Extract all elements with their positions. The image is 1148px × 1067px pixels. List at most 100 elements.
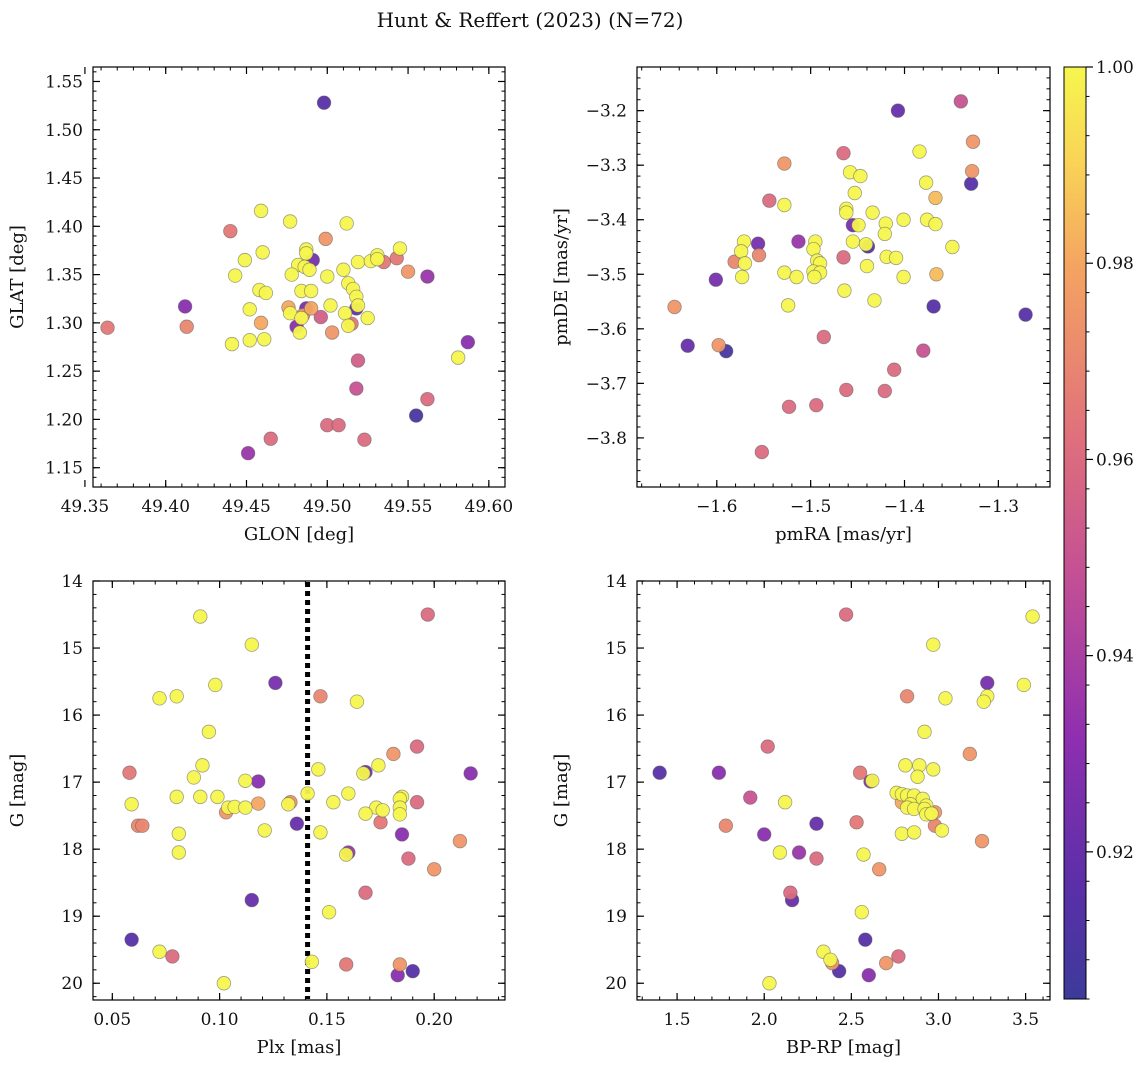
colorbar-tick-label: 1.00: [1096, 58, 1134, 78]
scatter-point: [100, 320, 115, 335]
plot-frame: [636, 580, 1051, 1001]
scatter-point: [336, 262, 351, 277]
scatter-point: [135, 818, 150, 833]
x-tick-label: 2.0: [751, 1010, 778, 1030]
scatter-point: [877, 383, 893, 399]
scatter-point: [838, 607, 854, 622]
y-tick-label: 1.30: [45, 314, 83, 334]
scatter-point: [847, 185, 862, 201]
scatter-point: [371, 758, 386, 773]
scatter-point: [789, 269, 804, 285]
colorbar-tick-label: 0.96: [1096, 450, 1134, 470]
y-tick-label: 1.20: [45, 410, 83, 430]
x-axis-label: BP-RP [mag]: [786, 1037, 901, 1058]
scatter-point: [299, 246, 314, 261]
scatter-point: [401, 851, 416, 866]
plot-frame: [636, 66, 1051, 488]
scatter-point: [823, 952, 838, 967]
scatter-point: [392, 241, 408, 256]
scatter-point: [420, 607, 435, 622]
scatter-point: [791, 845, 807, 860]
scatter-point: [733, 244, 749, 259]
scatter-point: [918, 175, 934, 190]
scatter-point: [836, 145, 851, 161]
scatter-point: [945, 239, 960, 255]
scatter-point: [300, 786, 315, 801]
scatter-point: [284, 267, 299, 282]
scatter-point: [186, 770, 202, 785]
plot-frame: [92, 66, 506, 488]
y-tick-label: −3.3: [586, 156, 627, 176]
y-tick-label: 18: [605, 840, 627, 860]
scatter-point: [392, 807, 408, 822]
scatter-point: [224, 336, 240, 352]
y-tick-label: 1.45: [45, 169, 83, 189]
scatter-point: [152, 944, 167, 959]
scatter-point: [426, 862, 442, 877]
scatter-point: [652, 765, 667, 780]
panel-cmd-color: 1.5 2.0 2.5 3.0 3.5 14 15 16 17 18 19 20 BP-RP [mag]…: [551, 572, 1051, 1058]
scatter-point: [339, 216, 354, 231]
scatter-point: [711, 337, 726, 353]
scatter-point: [208, 677, 223, 693]
scatter-point: [751, 247, 767, 263]
scatter-point: [375, 803, 390, 818]
scatter-point: [463, 766, 478, 781]
scatter-point: [356, 766, 371, 781]
y-tick-label: −3.6: [586, 320, 627, 340]
scatter-point: [872, 862, 887, 877]
scatter-point: [177, 299, 193, 314]
scatter-point: [392, 957, 408, 972]
scatter-point: [777, 197, 792, 213]
scatter-point: [867, 293, 882, 308]
scatter-point: [976, 694, 991, 709]
scatter-point: [928, 190, 943, 206]
scatter-point: [906, 825, 922, 840]
scatter-point: [179, 319, 194, 334]
scatter-point: [762, 976, 777, 991]
scatter-point: [888, 250, 904, 266]
y-tick-label: −3.2: [586, 102, 627, 122]
scatter-point: [450, 350, 466, 365]
scatter-point: [409, 739, 425, 754]
scatter-point: [370, 251, 385, 267]
scatter-point: [974, 833, 990, 849]
scatter-point: [938, 691, 953, 706]
scatter-point: [1025, 609, 1040, 624]
scatter-point: [757, 827, 772, 842]
y-tick-label: −3.8: [586, 429, 627, 449]
scatter-point: [313, 689, 328, 704]
panel-sky: 49.35 49.40 49.45 49.50 49.55 49.60 1.15 1.20 1.…: [7, 66, 513, 545]
scatter-point: [350, 298, 366, 313]
scatter-point: [851, 217, 866, 233]
scatter-point: [360, 310, 375, 326]
scatter-point: [708, 272, 724, 287]
x-tick-label: 3.5: [1012, 1010, 1039, 1030]
scatter-point: [859, 258, 875, 274]
scatter-point: [311, 762, 326, 777]
scatter-point: [169, 689, 184, 704]
x-tick-label: 49.55: [384, 497, 433, 517]
scatter-point: [928, 216, 943, 232]
scatter-point: [244, 637, 259, 652]
scatter-point: [331, 418, 346, 433]
scatter-point: [934, 823, 950, 838]
scatter-point: [965, 134, 981, 149]
scatter-point: [253, 315, 269, 331]
colorbar-ticks: 0.92 0.94 0.96 0.98 1.00: [1086, 58, 1134, 1000]
y-tick-label: 18: [61, 840, 83, 860]
y-tick-label: 17: [61, 773, 83, 793]
scatter-point: [255, 245, 270, 260]
y-tick-label: −3.5: [586, 265, 627, 285]
y-tick-label: 20: [605, 974, 627, 994]
scatter-point: [302, 262, 317, 277]
y-tick-label: 1.40: [45, 217, 83, 237]
scatter-point: [339, 957, 354, 972]
scatter-point: [358, 885, 373, 900]
scatter-point: [460, 334, 476, 350]
scatter-point: [281, 797, 296, 812]
x-tick-label: 0.20: [415, 1010, 453, 1030]
scatter-point: [743, 790, 758, 805]
scatter-point: [263, 431, 278, 446]
